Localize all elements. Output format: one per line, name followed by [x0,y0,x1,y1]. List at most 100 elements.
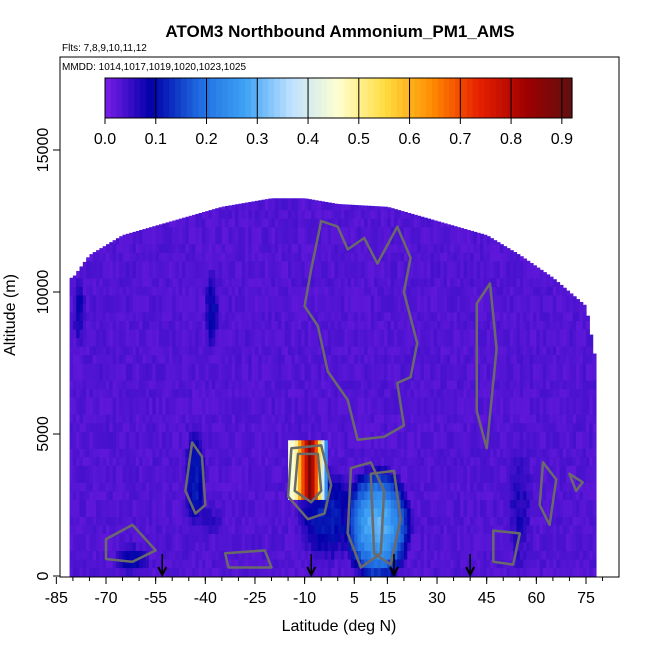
field-cell [215,541,220,552]
field-cell [397,345,402,356]
field-cell [384,328,388,339]
field-cell [278,311,283,321]
field-cell [92,260,97,270]
field-cell [69,558,74,569]
field-cell [251,431,256,441]
field-cell [380,311,385,321]
field-cell [288,328,292,339]
field-cell [178,499,183,509]
field-cell [334,354,339,364]
field-cell [423,371,428,381]
field-cell [354,524,359,534]
field-cell [221,320,226,330]
field-cell [228,380,233,390]
field-cell [427,243,432,253]
field-cell [182,431,187,441]
field-cell [294,218,299,228]
field-cell [274,524,279,534]
field-cell [443,558,448,569]
field-cell [218,243,223,253]
field-cell [331,431,336,441]
field-cell [440,507,445,517]
field-cell [423,431,428,441]
field-cell [254,311,259,321]
field-cell [221,405,226,415]
field-cell [400,252,405,262]
field-cell [218,431,223,441]
field-cell [211,465,216,475]
field-cell [403,490,408,500]
field-cell [69,507,74,517]
field-cell [185,294,190,304]
field-cell [248,260,253,270]
field-cell [245,202,249,211]
field-cell [142,303,147,313]
field-cell [92,558,97,569]
field-cell [394,507,398,517]
field-cell [324,269,329,279]
field-cell [317,507,322,517]
field-cell [427,482,432,492]
field-cell [291,218,296,228]
field-cell [288,397,292,407]
field-cell [331,465,336,475]
field-cell [149,235,153,245]
field-cell [135,516,140,526]
field-cell [76,380,81,390]
field-cell [450,286,455,296]
field-cell [158,473,163,483]
field-cell [384,405,388,415]
field-cell [281,209,286,219]
field-cell [407,286,412,296]
field-cell [248,524,253,534]
field-cell [215,320,220,330]
field-cell [354,567,359,577]
field-cell [188,380,193,390]
field-cell [79,567,84,577]
field-cell [178,354,183,364]
field-cell [341,397,345,407]
field-cell [235,567,240,577]
field-cell [433,558,438,569]
field-cell [281,465,286,475]
field-cell [427,218,432,228]
field-cell [69,499,74,509]
field-cell [198,260,203,270]
field-cell [235,320,240,330]
field-cell [235,345,240,356]
field-cell [109,337,114,347]
field-cell [231,320,236,330]
field-cell [139,269,144,279]
field-cell [403,380,408,390]
field-cell [337,371,342,381]
field-cell [364,567,369,577]
field-cell [168,303,173,313]
field-cell [76,516,81,526]
field-cell [357,507,362,517]
field-cell [218,524,223,534]
field-cell [427,226,432,236]
field-cell [370,320,375,330]
field-cell [238,405,243,415]
field-cell [304,507,309,517]
field-cell [314,380,319,390]
field-cell [443,354,448,364]
field-cell [364,209,369,219]
field-cell [208,311,213,321]
field-cell [132,550,137,560]
field-cell [450,431,455,441]
field-cell [327,294,332,304]
field-cell [238,337,243,347]
field-cell [268,507,273,517]
field-cell [225,533,230,543]
field-cell [440,541,445,552]
field-cell [198,320,203,330]
field-cell [314,456,319,466]
field-cell [168,221,173,228]
field-cell [314,541,319,552]
field-cell [453,490,458,500]
field-cell [390,465,395,475]
field-cell [178,541,183,552]
field-cell [89,414,94,424]
field-cell [268,252,273,262]
